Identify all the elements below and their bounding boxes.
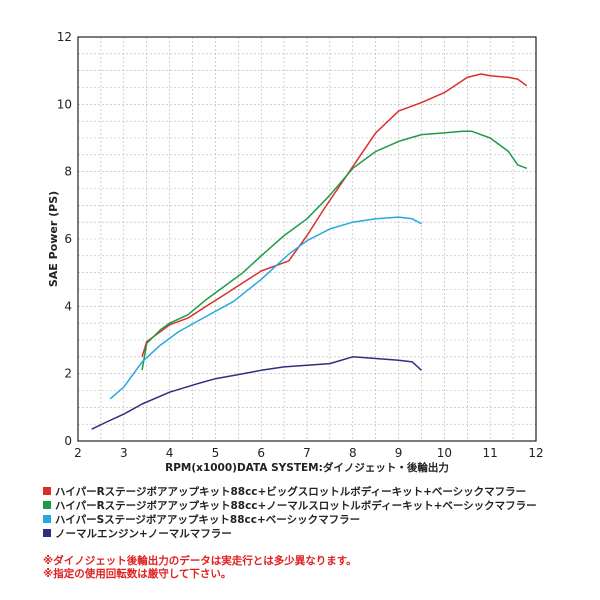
x-tick-label: 10: [437, 446, 452, 460]
x-tick-label: 8: [349, 446, 357, 460]
legend-item: ノーマルエンジン+ノーマルマフラー: [43, 527, 583, 540]
series-line-normal-engine: [91, 356, 423, 430]
x-tick-label: 3: [120, 446, 128, 460]
notes: ※ダイノジェット後輪出力のデータは実走行とは多少異なります。 ※指定の使用回転数…: [43, 553, 583, 580]
y-tick-label: 4: [64, 299, 72, 313]
legend: ハイパーRステージボアアップキット88cc+ビッグスロットルボディーキット+ベー…: [43, 485, 583, 541]
y-tick-label: 6: [64, 232, 72, 246]
series-line-hyper-r-big-throttle: [141, 73, 528, 358]
x-tick-label: 11: [483, 446, 498, 460]
y-tick-label: 8: [64, 165, 72, 179]
y-tick-label: 0: [64, 434, 72, 448]
legend-label: ノーマルエンジン+ノーマルマフラー: [55, 527, 232, 540]
x-tick-label: 2: [74, 446, 82, 460]
series-line-hyper-r-normal-throttle: [141, 130, 528, 371]
legend-label: ハイパーSステージボアアップキット88cc+ベーシックマフラー: [55, 513, 361, 526]
plot-frame: [77, 36, 537, 442]
x-tick-label: 12: [528, 446, 543, 460]
legend-swatch-navy: [43, 529, 51, 537]
series-line-hyper-s: [109, 216, 422, 400]
x-tick-label: 7: [303, 446, 311, 460]
legend-swatch-green: [43, 501, 51, 509]
legend-item: ハイパーRステージボアアップキット88cc+ビッグスロットルボディーキット+ベー…: [43, 485, 583, 498]
grid-lines: [78, 37, 536, 441]
legend-swatch-blue: [43, 515, 51, 523]
note-rpm-limit: ※指定の使用回転数は厳守して下さい。: [43, 568, 232, 580]
y-axis-label: SAE Power (PS): [47, 191, 60, 287]
legend-label: ハイパーRステージボアアップキット88cc+ビッグスロットルボディーキット+ベー…: [55, 485, 527, 498]
legend-label: ハイパーRステージボアアップキット88cc+ノーマルスロットルボディーキット+ベ…: [55, 499, 537, 512]
y-tick-label: 2: [64, 367, 72, 381]
x-tick-label: 5: [212, 446, 220, 460]
x-tick-label: 4: [166, 446, 174, 460]
x-axis-label: RPM(x1000)DATA SYSTEM:ダイノジェット・後輪出力: [165, 461, 449, 474]
x-tick-label: 9: [395, 446, 403, 460]
legend-item: ハイパーRステージボアアップキット88cc+ノーマルスロットルボディーキット+ベ…: [43, 499, 583, 512]
x-tick-label: 6: [257, 446, 265, 460]
y-tick-label: 10: [57, 97, 72, 111]
series-layer: [91, 73, 528, 430]
y-tick-label: 12: [57, 30, 72, 44]
legend-swatch-red: [43, 487, 51, 495]
note-dyno: ※ダイノジェット後輪出力のデータは実走行とは多少異なります。: [43, 555, 357, 567]
legend-item: ハイパーSステージボアアップキット88cc+ベーシックマフラー: [43, 513, 583, 526]
